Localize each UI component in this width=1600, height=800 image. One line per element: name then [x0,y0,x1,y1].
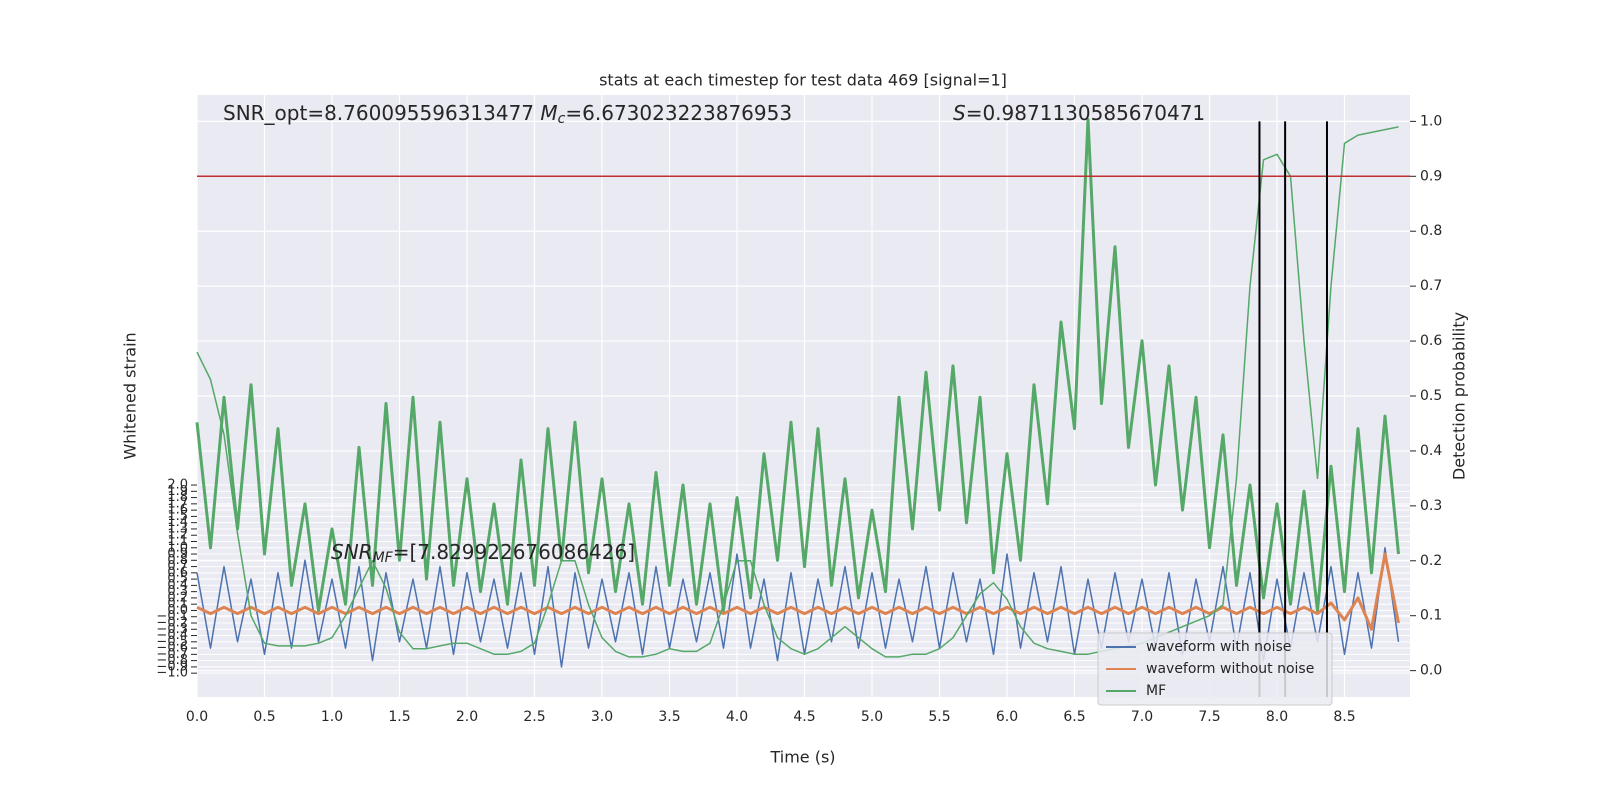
y-tick-label: 0.4 [167,578,188,593]
x-tick-label: 0.0 [186,709,208,725]
annotation-part: S [953,101,966,125]
annotation-part: =0.9871130585670471 [966,101,1205,125]
x-tick-label: 1.5 [388,709,410,725]
y-tick-label: 1.7 [167,496,188,511]
x-tick-label: 8.0 [1266,709,1288,725]
y-tick-label: 1.3 [167,521,188,536]
legend-label: waveform without noise [1146,661,1314,677]
y2-tick-label: 0.7 [1420,278,1442,294]
x-tick-label: 2.5 [523,709,545,725]
y2-tick-label: 0.2 [1420,553,1442,569]
y-tick-label: −0.2 [156,616,188,631]
x-tick-label: 5.0 [861,709,883,725]
y2-tick-label: 0.8 [1420,223,1442,239]
y-tick-label: −0.5 [156,634,188,649]
y-axis-label: Whitened strain [121,332,140,459]
x-tick-label: 0.5 [253,709,275,725]
y-tick-label: 0.9 [167,547,188,562]
x-tick-label: 4.0 [726,709,748,725]
y-tick-label: 1.1 [167,534,188,549]
annotation-part: SNR [331,540,373,564]
y-tick-label: 0.7 [167,559,188,574]
x-tick-label: 1.0 [321,709,343,725]
y-tick-label: −0.8 [156,653,188,668]
y-tick-label: 2.0 [167,478,188,493]
y2-tick-label: 0.6 [1420,333,1442,349]
annotation: SNRMF=[7.829922676086426] [331,540,635,567]
y-tick-label: 1.9 [167,484,188,499]
y-tick-label: 0.6 [167,565,188,580]
y-tick-label: 1.8 [167,490,188,505]
annotation-part: MF [373,550,394,566]
x-tick-label: 6.5 [1063,709,1085,725]
x-tick-label: 5.5 [928,709,950,725]
annotation: SNR_opt=8.760095596313477 Mc=6.673023223… [223,101,792,128]
annotation-part: M [540,101,557,125]
y-tick-label: −0.6 [156,641,188,656]
legend-label: waveform with noise [1146,639,1291,655]
y-tick-label: −0.4 [156,628,188,643]
x-tick-label: 6.0 [996,709,1018,725]
series-line [196,126,1399,658]
chart-title: stats at each timestep for test data 469… [599,71,1007,90]
y2-tick-label: 1.0 [1420,113,1442,129]
x-tick-label: 3.5 [658,709,680,725]
y-tick-label: 1.6 [167,503,188,518]
y-tick-label: −0.9 [156,659,188,674]
y-tick-label: 1.4 [167,515,188,530]
x-tick-label: 2.0 [456,709,478,725]
series-line [195,118,1400,612]
y-tick-label: 0.0 [167,603,188,618]
x-tick-label: 7.5 [1198,709,1220,725]
legend-label: MF [1146,683,1166,699]
annotation-part: c [558,111,566,127]
y-tick-label: 1.5 [167,509,188,524]
y-tick-label: 0.3 [167,584,188,599]
y-tick-label: 1.2 [167,528,188,543]
y2-tick-label: 0.3 [1420,498,1442,514]
x-tick-label: 3.0 [591,709,613,725]
x-tick-label: 4.5 [793,709,815,725]
y2-tick-label: 0.5 [1420,388,1442,404]
x-tick-label: 7.0 [1131,709,1153,725]
legend-box [1097,632,1333,706]
annotation: S=0.9871130585670471 [953,101,1205,125]
annotation-part: =6.673023223876953 [565,101,792,125]
x-axis-label: Time (s) [769,748,835,767]
y-tick-label: −0.1 [156,609,188,624]
y-tick-label: 0.8 [167,553,188,568]
y-tick-label: −0.3 [156,622,188,637]
y2-tick-label: 0.1 [1420,608,1442,624]
x-tick-label: 8.5 [1333,709,1355,725]
y-tick-label: 1.0 [167,540,188,555]
y2-tick-label: 0.0 [1420,663,1442,679]
annotation-part: =[7.829922676086426] [393,540,635,564]
y-tick-label: 0.1 [167,597,188,612]
y-tick-label: 0.2 [167,590,188,605]
annotation-part: SNR_opt=8.760095596313477 [223,101,540,125]
y2-tick-label: 0.4 [1420,443,1442,459]
y-tick-label: −0.7 [156,647,188,662]
series-line [196,547,1400,668]
series-line [196,552,1400,631]
y2-tick-label: 0.9 [1420,168,1442,184]
y-tick-label: −1.0 [156,666,188,681]
y2-axis-label: Detection probability [1450,312,1469,480]
y-tick-label: 0.5 [167,572,188,587]
